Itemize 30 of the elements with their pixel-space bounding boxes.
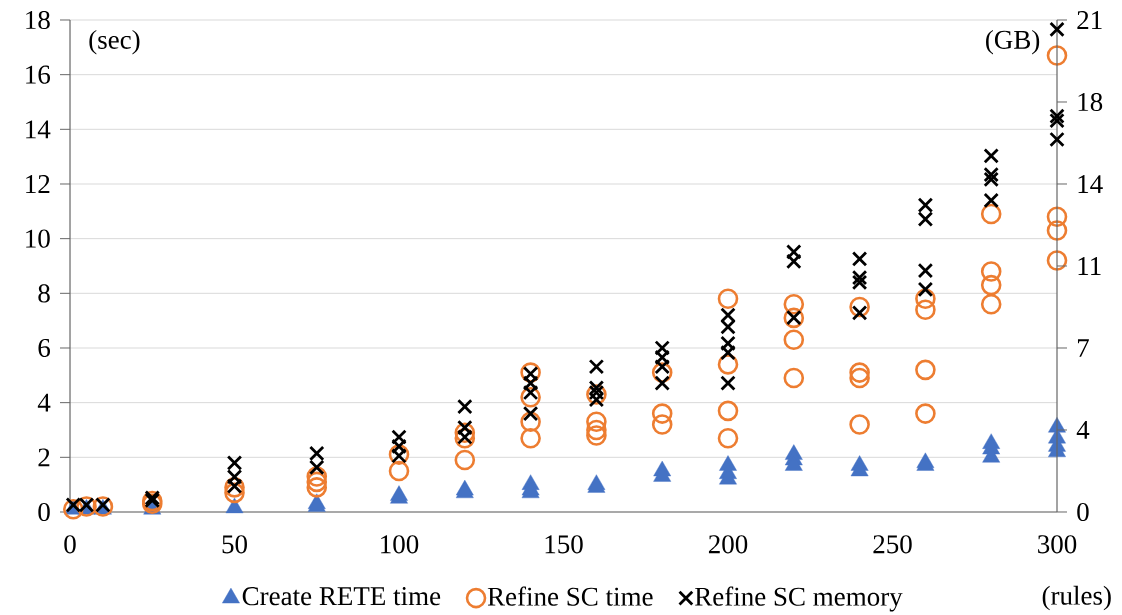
x-tick-label: 250 [873, 535, 912, 554]
y-tick-label: 2 [38, 448, 50, 467]
y-tick-label: 4 [37, 393, 51, 412]
y-tick-label: 0 [38, 502, 50, 522]
y-tick-label: 14 [26, 120, 51, 139]
legend-label: Refine SC time [487, 586, 653, 606]
legend-label: Refine SC memory [695, 586, 903, 612]
y-tick-label: 18 [26, 10, 50, 30]
y-tick-label: 12 [26, 175, 50, 193]
y-tick-label: 6 [38, 338, 51, 358]
x-tick-label: 150 [545, 535, 583, 554]
x-tick-label: 50 [222, 535, 247, 554]
legend-label: Create RETE time [242, 587, 441, 606]
y2-tick-label: 18 [1078, 92, 1103, 112]
y2-tick-label: 11 [1078, 257, 1101, 275]
y-tick-label: 16 [26, 65, 51, 84]
y-tick-label: 8 [38, 284, 50, 303]
x-tick-label: 200 [708, 535, 748, 554]
y2-tick-label: 21 [1077, 11, 1102, 29]
x-tick-label: 300 [1038, 535, 1077, 554]
y-tick-label: 10 [26, 229, 50, 248]
y2-tick-label: 14 [1078, 175, 1103, 193]
y2-tick-label: 7 [1077, 339, 1089, 357]
x-axis-title: (rules) [1042, 585, 1111, 611]
x-tick-label: 0 [64, 535, 76, 554]
x-tick-label: 100 [381, 535, 419, 554]
y2-axis-title: (GB) [986, 29, 1040, 55]
y2-tick-label: 4 [1076, 421, 1090, 439]
y-axis-title: (sec) [89, 29, 140, 55]
y2-tick-label: 0 [1077, 502, 1089, 522]
